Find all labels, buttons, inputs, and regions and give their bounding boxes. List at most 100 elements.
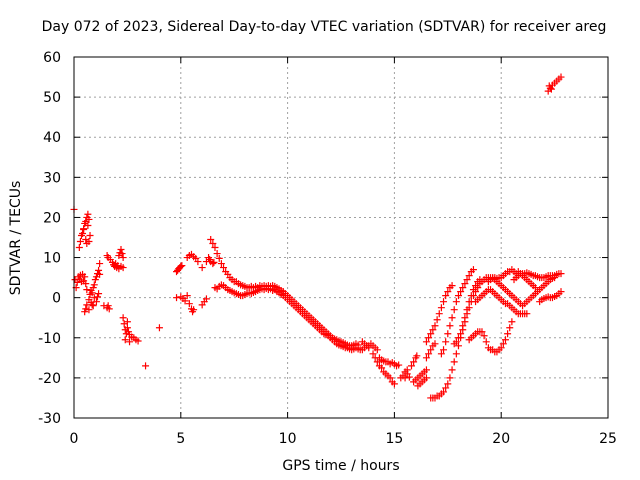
y-tick-label: 50 — [43, 90, 61, 106]
data-point — [378, 364, 386, 372]
data-point — [81, 273, 89, 281]
data-point — [523, 310, 531, 318]
y-tick-label: -20 — [38, 371, 61, 387]
data-point — [354, 341, 362, 349]
data-point — [448, 282, 456, 290]
data-point — [114, 262, 122, 270]
y-tick-label: 60 — [43, 50, 61, 66]
data-point — [403, 366, 411, 374]
data-point — [461, 280, 469, 288]
x-tick-label: 5 — [176, 431, 185, 447]
data-point — [211, 244, 219, 252]
data-point — [442, 338, 450, 346]
data-point — [457, 288, 465, 296]
data-point — [440, 388, 448, 396]
data-point — [422, 366, 430, 374]
y-tick-label: 10 — [43, 251, 61, 267]
data-point — [119, 254, 127, 262]
x-tick-label: 10 — [279, 431, 297, 447]
data-point — [463, 306, 471, 314]
data-point — [118, 250, 126, 258]
data-point — [85, 238, 93, 246]
data-point — [88, 301, 96, 309]
data-point — [557, 73, 565, 81]
data-point — [373, 346, 381, 354]
data-point — [194, 258, 202, 266]
data-point — [215, 254, 223, 262]
y-axis-label: SDTVAR / TECUs — [8, 181, 24, 296]
data-point — [75, 244, 83, 252]
data-point — [497, 344, 505, 352]
data-point — [209, 240, 217, 248]
data-point — [190, 306, 198, 314]
data-point — [100, 302, 108, 310]
data-point — [178, 262, 186, 270]
data-point — [440, 298, 448, 306]
data-point — [181, 297, 189, 305]
data-point — [437, 304, 445, 312]
data-point — [442, 292, 450, 300]
data-point — [452, 298, 460, 306]
data-point — [469, 266, 477, 274]
y-tick-label: -30 — [38, 411, 61, 427]
data-point — [450, 358, 458, 366]
data-point — [465, 272, 473, 280]
data-point — [213, 250, 221, 258]
data-point — [85, 215, 93, 223]
data-point — [86, 231, 94, 239]
plot-frame — [73, 56, 609, 419]
data-point — [425, 334, 433, 342]
data-point — [395, 361, 403, 369]
data-point — [173, 294, 181, 302]
y-tick-label: 0 — [52, 291, 61, 307]
data-point — [401, 374, 409, 382]
data-point — [76, 238, 84, 246]
data-point — [437, 350, 445, 358]
data-point — [465, 298, 473, 306]
data-point — [547, 85, 555, 93]
data-point — [123, 324, 131, 332]
data-point — [442, 384, 450, 392]
data-point — [450, 306, 458, 314]
data-point — [202, 295, 210, 303]
data-point — [209, 260, 217, 268]
data-point — [454, 292, 462, 300]
data-point — [198, 264, 206, 272]
data-point — [425, 350, 433, 358]
data-point — [185, 300, 193, 308]
grid — [74, 57, 608, 418]
data-point — [121, 336, 129, 344]
data-point — [444, 380, 452, 388]
data-point — [467, 292, 475, 300]
data-point — [454, 334, 462, 342]
data-point — [407, 362, 415, 370]
data-point — [217, 260, 225, 268]
data-point — [504, 330, 512, 338]
data-point — [422, 374, 430, 382]
data-point — [177, 262, 185, 270]
data-point — [440, 346, 448, 354]
data-point — [531, 284, 539, 292]
data-point — [452, 350, 460, 358]
data-point — [405, 373, 413, 381]
data-point — [369, 350, 377, 358]
data-point — [119, 314, 127, 322]
data-point — [390, 380, 398, 388]
data-point — [452, 338, 460, 346]
data-point — [427, 330, 435, 338]
data-point — [96, 260, 104, 268]
data-point — [142, 362, 150, 370]
data-point — [90, 294, 98, 302]
data-point — [435, 310, 443, 318]
chart-title: Day 072 of 2023, Sidereal Day-to-day VTE… — [42, 19, 607, 35]
data-point — [210, 258, 218, 266]
data-point — [96, 270, 104, 278]
data-point — [82, 280, 90, 288]
data-point — [117, 246, 125, 254]
data-point — [386, 374, 394, 382]
data-point — [506, 324, 514, 332]
data-point — [88, 289, 96, 297]
data-point — [431, 322, 439, 330]
data-point — [89, 302, 97, 310]
data-point — [501, 336, 509, 344]
